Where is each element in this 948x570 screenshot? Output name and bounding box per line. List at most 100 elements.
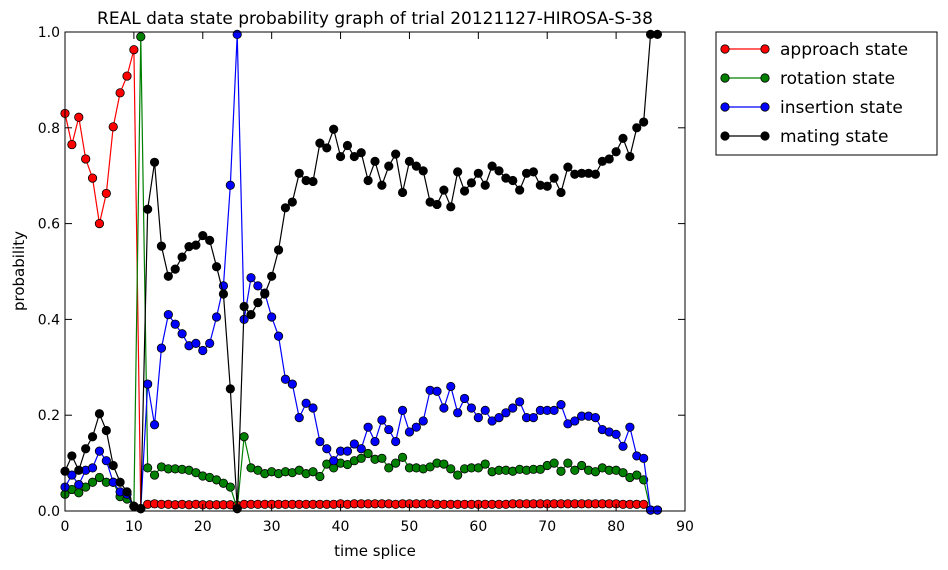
- data-point: [391, 149, 401, 159]
- data-point: [101, 456, 111, 466]
- y-tick-label: 0.8: [38, 121, 60, 137]
- y-axis-label: probability: [10, 231, 28, 311]
- legend-box: [715, 31, 938, 156]
- data-point: [322, 444, 332, 454]
- data-point: [453, 167, 463, 177]
- data-point: [473, 168, 483, 178]
- data-point: [218, 289, 229, 299]
- data-point: [329, 124, 339, 134]
- series-line: [64, 34, 658, 511]
- data-point: [453, 408, 463, 418]
- data-point: [625, 151, 635, 162]
- data-point: [466, 178, 477, 188]
- data-point: [342, 459, 353, 470]
- x-tick-label: 70: [538, 519, 556, 535]
- y-tick-label: 1.0: [38, 25, 60, 41]
- data-point: [652, 29, 663, 39]
- data-point: [549, 405, 559, 416]
- data-point: [205, 338, 215, 348]
- data-point: [329, 456, 339, 466]
- data-point: [618, 441, 628, 451]
- y-tick-label: 0.4: [38, 312, 60, 328]
- data-point: [446, 381, 456, 392]
- data-point: [563, 458, 573, 468]
- data-point: [239, 432, 249, 442]
- series-2: [60, 29, 663, 515]
- data-point: [590, 169, 601, 179]
- data-point: [618, 468, 628, 478]
- series-line: [64, 36, 658, 511]
- data-point: [570, 416, 580, 426]
- x-tick-label: 50: [401, 519, 419, 535]
- data-point: [81, 444, 91, 454]
- data-point: [74, 112, 84, 122]
- y-tick-label: 0.2: [38, 408, 60, 424]
- data-point: [260, 289, 270, 299]
- data-point: [253, 298, 263, 308]
- data-point: [67, 139, 77, 150]
- x-tick-label: 60: [469, 519, 487, 535]
- legend-marker: [760, 73, 770, 83]
- data-point: [590, 467, 601, 477]
- data-point: [363, 448, 373, 459]
- data-point: [377, 453, 387, 463]
- data-point: [191, 240, 201, 250]
- data-point: [570, 465, 580, 475]
- data-point: [639, 117, 649, 127]
- data-point: [280, 203, 291, 213]
- data-point: [315, 436, 325, 447]
- x-tick-label: 20: [194, 519, 212, 535]
- legend-marker: [760, 131, 770, 141]
- x-tick-label: 40: [332, 519, 350, 535]
- data-point: [156, 241, 167, 251]
- data-point: [446, 464, 456, 474]
- data-point: [287, 379, 297, 389]
- data-point: [528, 412, 539, 423]
- data-point: [225, 482, 235, 492]
- data-point: [397, 405, 408, 416]
- data-point: [501, 408, 511, 418]
- data-point: [239, 301, 249, 312]
- data-point: [535, 464, 545, 474]
- data-point: [515, 185, 525, 195]
- data-point: [439, 185, 449, 195]
- data-point: [404, 427, 415, 437]
- data-point: [273, 245, 284, 255]
- data-point: [494, 412, 504, 423]
- data-point: [315, 138, 325, 148]
- data-point: [432, 386, 442, 396]
- data-point: [246, 273, 256, 283]
- data-point: [232, 504, 242, 514]
- data-point: [94, 446, 105, 456]
- data-point: [528, 167, 539, 177]
- data-point: [549, 458, 559, 468]
- data-point: [639, 499, 649, 509]
- data-point: [149, 470, 160, 480]
- data-point: [94, 472, 105, 483]
- legend-label: insertion state: [780, 98, 903, 118]
- data-point: [577, 460, 587, 471]
- data-point: [625, 422, 635, 432]
- data-point: [129, 45, 139, 55]
- data-point: [232, 29, 242, 39]
- data-point: [225, 180, 235, 190]
- data-point: [87, 173, 98, 183]
- data-point: [556, 466, 566, 476]
- data-point: [108, 122, 118, 132]
- y-tick-label: 0.6: [38, 217, 60, 233]
- data-point: [101, 188, 111, 199]
- data-point: [301, 398, 311, 408]
- data-point: [370, 156, 380, 166]
- legend-label: approach state: [780, 40, 908, 60]
- data-point: [294, 168, 304, 178]
- data-point: [563, 162, 573, 172]
- data-point: [459, 393, 470, 404]
- data-point: [253, 281, 263, 291]
- data-point: [618, 133, 628, 143]
- data-point: [335, 151, 346, 162]
- legend-marker: [720, 102, 730, 112]
- data-point: [480, 405, 490, 416]
- data-point: [218, 478, 229, 488]
- data-point: [480, 459, 490, 469]
- data-point: [294, 412, 304, 423]
